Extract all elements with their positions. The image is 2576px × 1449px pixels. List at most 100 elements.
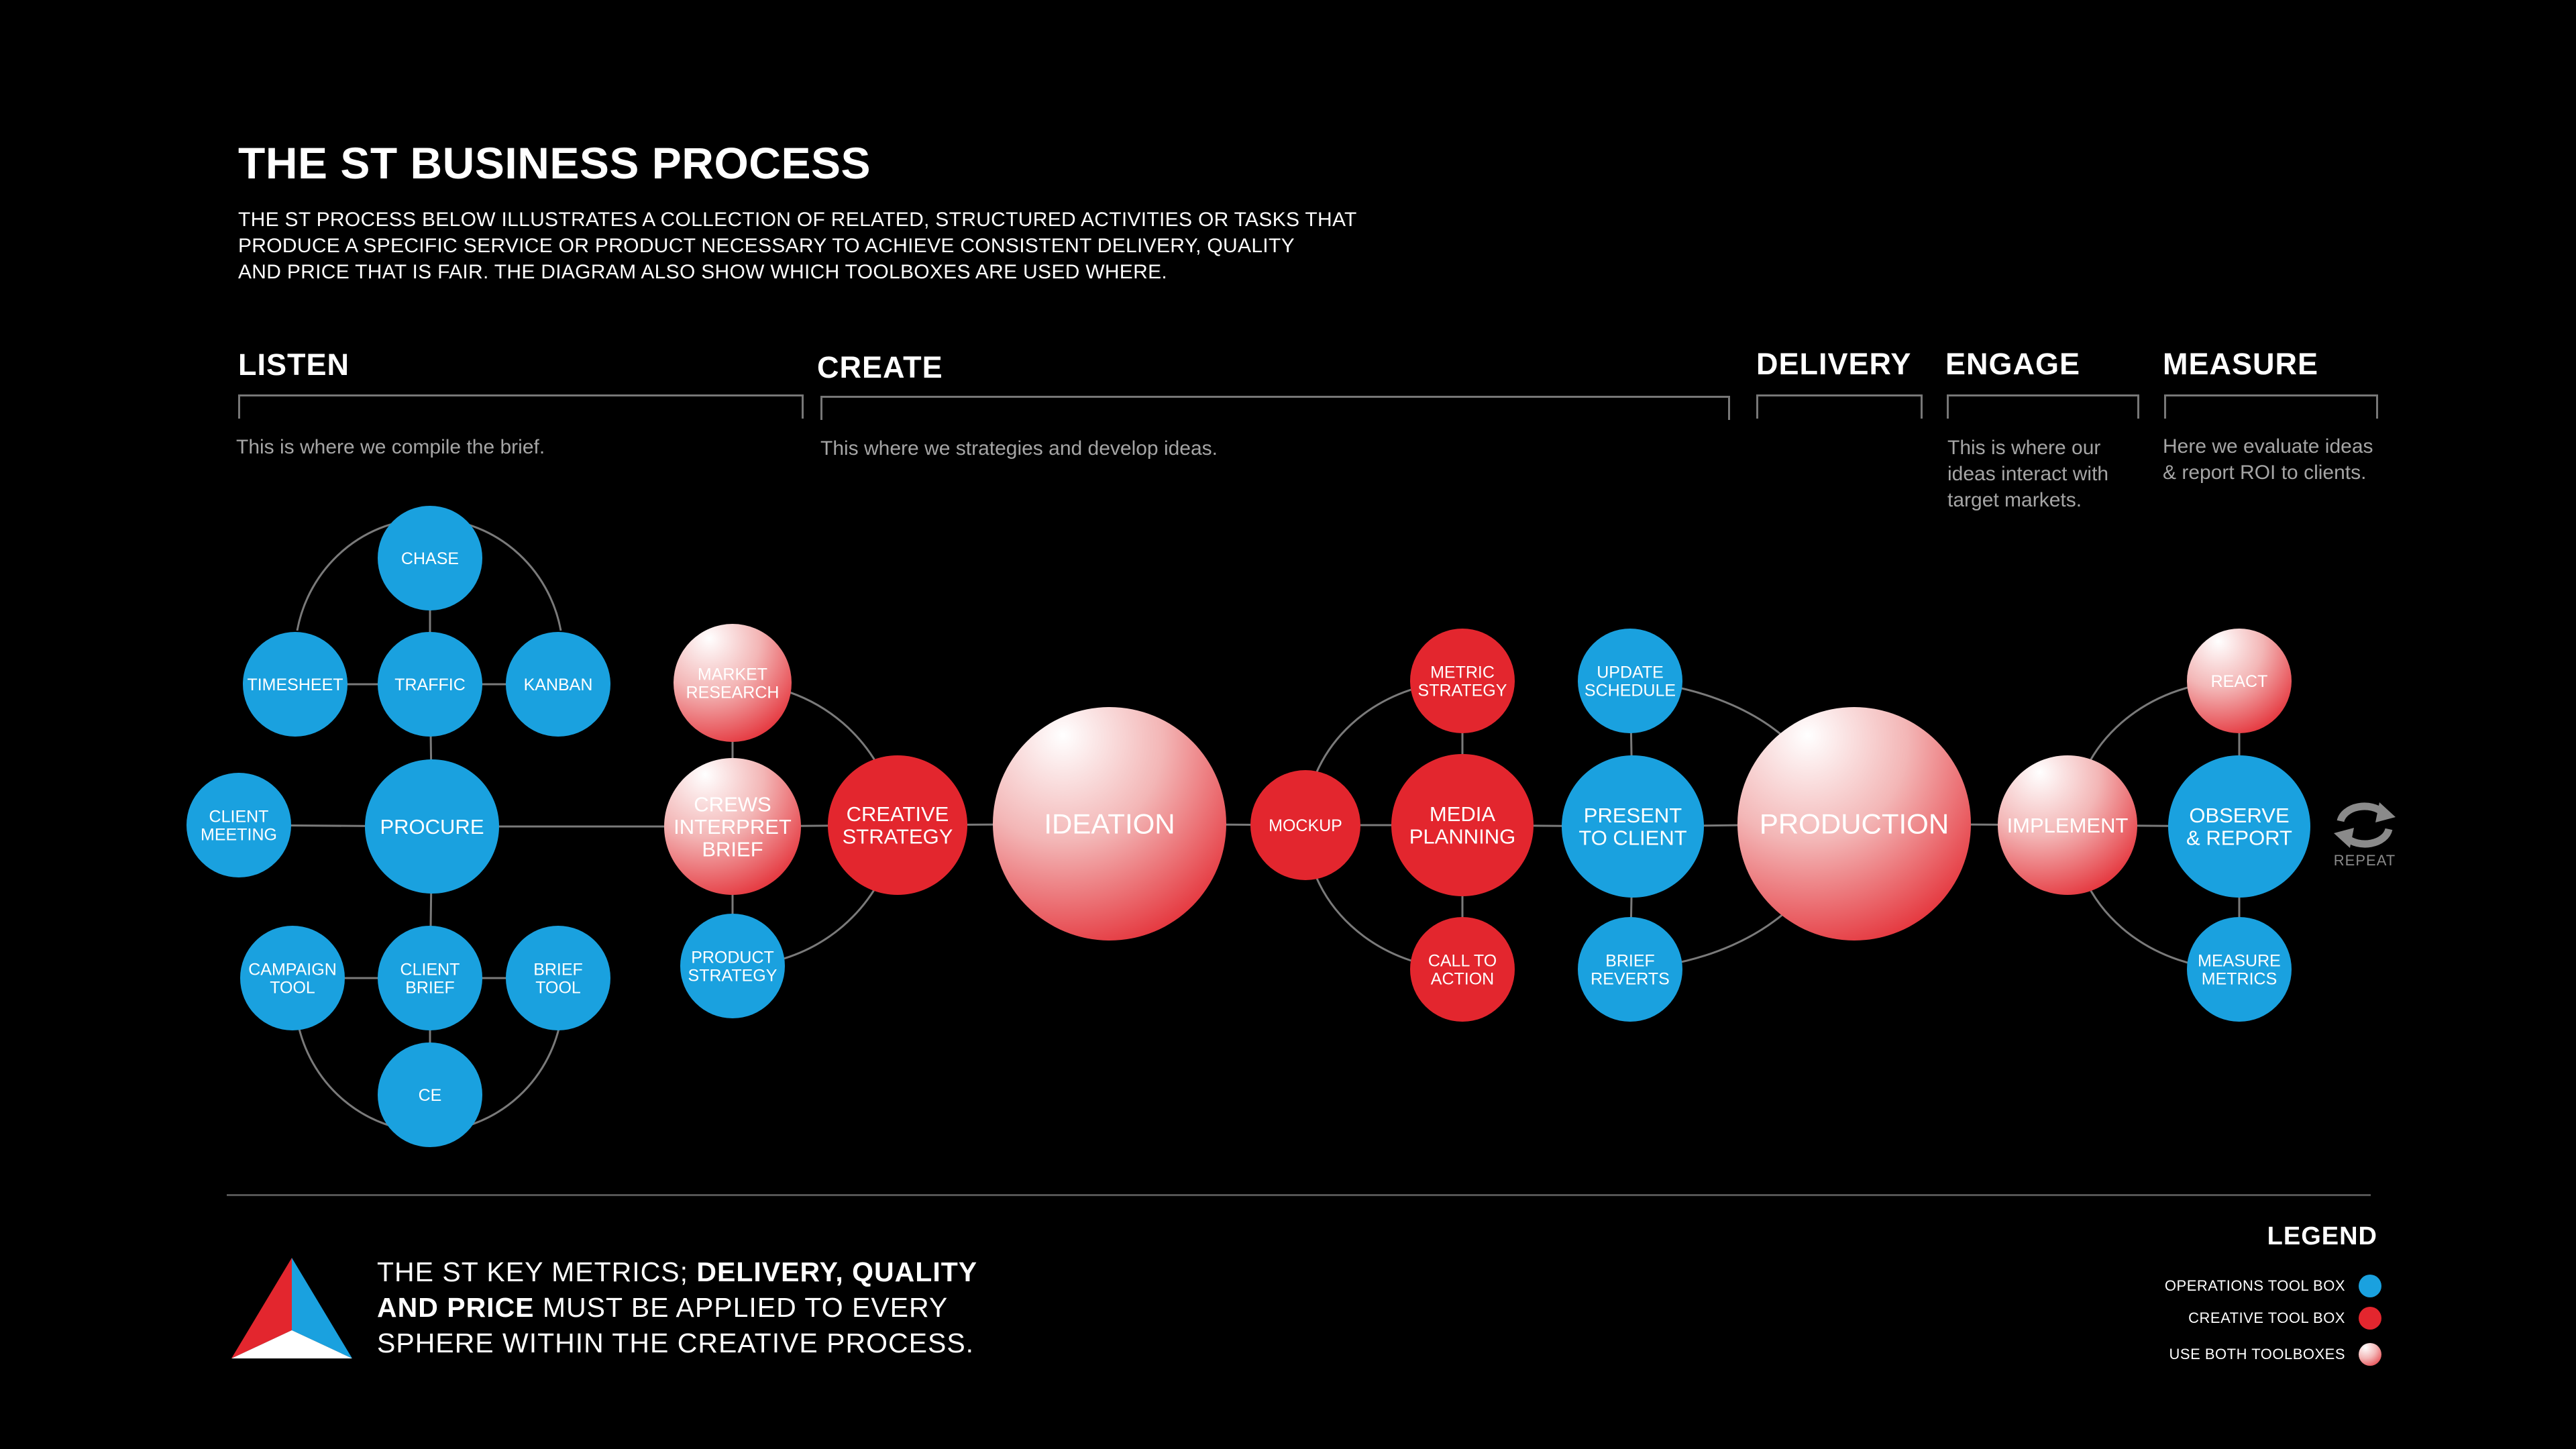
node-circle [506,926,610,1030]
node-label: BRIEF [405,978,455,997]
node-label: UPDATE [1597,663,1664,682]
node-label: RESEARCH [686,683,780,702]
node-label: MEASURE [2198,951,2281,970]
phase-desc-line: Here we evaluate ideas [2163,435,2373,458]
phase-create-desc: This where we strategies and develop ide… [820,435,1218,462]
node-label: ACTION [1431,969,1494,988]
node-label: SCHEDULE [1585,681,1676,700]
phase-measure-title: MEASURE [2163,347,2319,381]
node-circle [2187,917,2292,1022]
legend-item-operations: OPERATIONS TOOL BOX [2165,1275,2381,1297]
node-label: STRATEGY [688,966,777,985]
node-circle [1998,755,2137,895]
node-mockup[interactable]: MOCKUP [1250,770,1360,880]
node-circle [378,632,482,737]
node-label: PRODUCT [691,948,774,967]
node-circle [240,926,345,1030]
phase-engage-title: ENGAGE [1945,347,2081,381]
node-label: CAMPAIGN [248,960,337,979]
node-chase[interactable]: CHASE [378,506,482,610]
intro-line: PRODUCE A SPECIFIC SERVICE OR PRODUCT NE… [238,235,1295,257]
node-label: INTERPRET [674,815,792,839]
phase-engage-bracket [1947,394,2139,419]
st-logo-icon [231,1258,352,1358]
node-label: TO CLIENT [1578,826,1686,850]
metrics-line: THE ST KEY METRICS; DELIVERY, QUALITY [377,1254,977,1290]
node-procure[interactable]: PROCURE [365,759,499,894]
node-circle [1578,629,1682,733]
node-label: CLIENT [209,807,269,826]
phase-desc-line: ideas interact with [1947,463,2109,485]
node-circle [1737,707,1971,941]
repeat-icon[interactable] [2334,802,2396,848]
node-label: STRATEGY [1418,681,1507,700]
node-production[interactable]: PRODUCTION [1737,707,1971,941]
node-label: PRESENT [1584,804,1682,827]
phase-desc-line: This is where our [1947,437,2101,459]
node-label: MARKET [698,665,767,684]
creative-swatch [2359,1307,2381,1330]
node-circle [674,624,792,742]
node-label: IMPLEMENT [2007,814,2129,837]
phase-listen-title: LISTEN [238,347,350,382]
node-circle [2187,629,2292,733]
node-circle [378,1042,482,1147]
phase-desc-line: This is where we compile the brief. [236,436,545,458]
phase-measure-bracket [2164,394,2378,419]
node-label: TOOL [270,978,315,997]
phase-create-bracket [820,396,1730,420]
node-label: PROCURE [380,815,484,839]
repeat-label: REPEAT [2334,852,2396,869]
node-label: REVERTS [1591,969,1670,988]
phase-measure-desc: Here we evaluate ideas & report ROI to c… [2163,433,2373,486]
phase-desc-line: target markets. [1947,489,2082,511]
metrics-emphasis: AND PRICE [377,1292,535,1323]
node-circle [2168,755,2310,898]
node-label: & REPORT [2186,826,2292,850]
node-label: BRIEF [1605,951,1655,970]
metrics-text: THE ST KEY METRICS; [377,1256,697,1287]
node-observe-report[interactable]: OBSERVE& REPORT [2168,755,2310,898]
node-label: MEDIA [1430,802,1496,826]
node-label: CREATIVE [847,802,949,826]
node-label: METRIC [1430,663,1495,682]
legend-label: USE BOTH TOOLBOXES [2169,1346,2345,1362]
phase-create-title: CREATE [817,350,943,384]
node-kanban[interactable]: KANBAN [506,632,610,737]
node-circle [186,773,291,877]
legend-title: LEGEND [2267,1222,2377,1250]
phase-listen-desc: This is where we compile the brief. [236,434,545,460]
legend-label: OPERATIONS TOOL BOX [2164,1277,2345,1294]
node-circle [1578,917,1682,1022]
legend-item-creative: CREATIVE TOOL BOX [2188,1307,2381,1330]
node-react[interactable]: REACT [2187,629,2292,733]
node-circle [680,914,785,1018]
phase-desc-line: & report ROI to clients. [2163,462,2367,484]
both-swatch [2359,1343,2381,1366]
node-circle [1410,917,1515,1022]
node-timesheet[interactable]: TIMESHEET [243,632,347,737]
node-ideation[interactable]: IDEATION [993,707,1226,941]
node-traffic[interactable]: TRAFFIC [378,632,482,737]
legend-label: CREATIVE TOOL BOX [2188,1309,2345,1326]
node-ce[interactable]: CE [378,1042,482,1147]
metrics-line: SPHERE WITHIN THE CREATIVE PROCESS. [377,1326,977,1361]
node-label: PLANNING [1409,825,1515,849]
node-implement[interactable]: IMPLEMENT [1998,755,2137,895]
